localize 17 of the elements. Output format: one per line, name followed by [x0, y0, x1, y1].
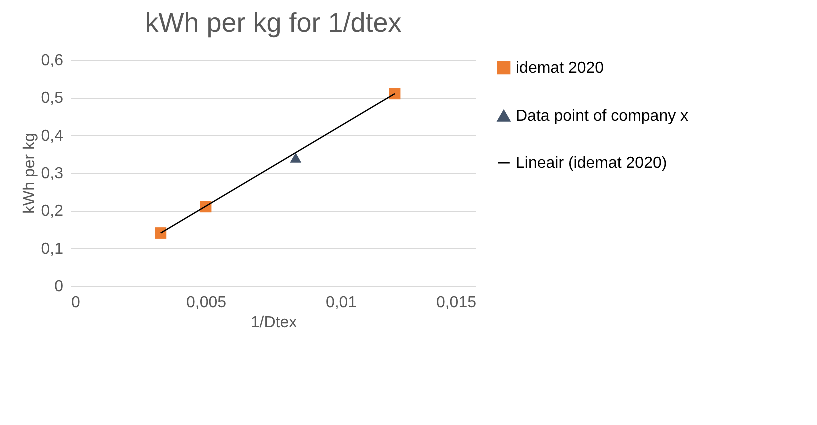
- legend-label: Lineair (idemat 2020): [516, 155, 668, 172]
- x-axis-title: 1/Dtex: [250, 314, 298, 332]
- y-tick-label: 0,3: [41, 166, 64, 182]
- x-tick-label: 0,015: [436, 294, 477, 312]
- legend-label: Data point of company x: [516, 108, 689, 125]
- y-tick-label: 0: [54, 278, 64, 296]
- y-tick-label: 0,5: [41, 90, 64, 108]
- y-tick-label: 0,2: [41, 203, 64, 220]
- x-tick-label: 0: [72, 294, 80, 312]
- y-tick-label: 0,6: [41, 52, 64, 70]
- y-tick-label: 0,4: [41, 128, 64, 145]
- y-tick-label: 0,1: [41, 240, 64, 258]
- x-tick-label: 0,005: [186, 294, 227, 312]
- y-axis-title: kWh per kg: [21, 133, 38, 214]
- chart-title: kWh per kg for 1/dtex: [145, 8, 402, 38]
- x-tick-label: 0,01: [326, 294, 358, 312]
- legend-label: idemat 2020: [516, 60, 604, 77]
